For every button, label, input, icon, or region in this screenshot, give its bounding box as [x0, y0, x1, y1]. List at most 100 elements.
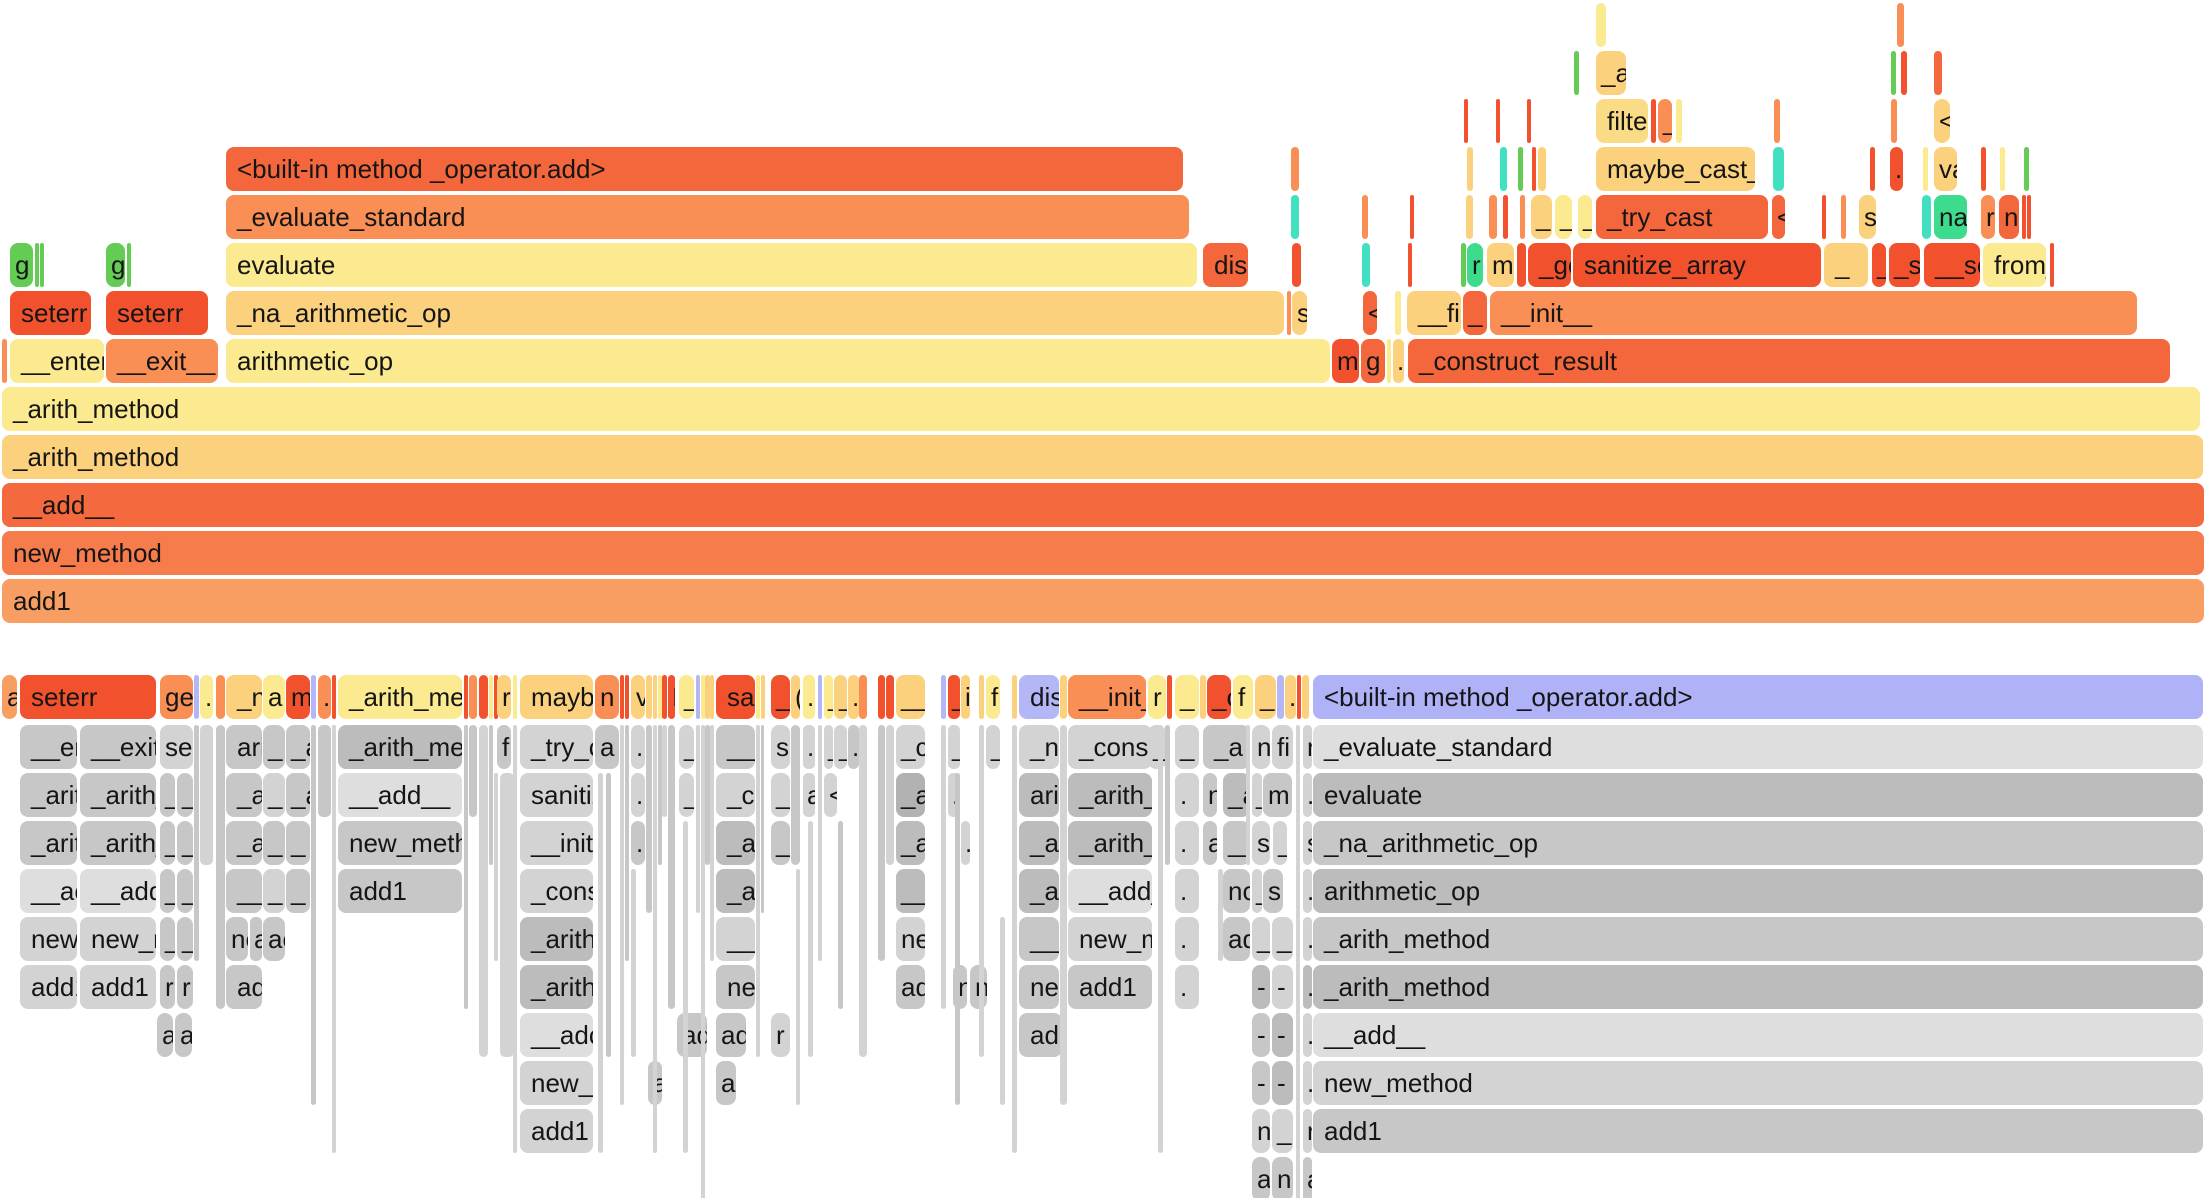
caller-cell-arithmetic_op[interactable]: arithmetic_op	[1313, 869, 2203, 913]
function-header-tick[interactable]: .	[318, 675, 331, 719]
frame-__enter__[interactable]: __enter__	[10, 339, 104, 383]
function-header-tick[interactable]	[625, 675, 629, 719]
function-header-tick[interactable]	[489, 675, 493, 719]
function-header-r[interactable]: r	[1148, 675, 1166, 719]
caller-cell-a[interactable]: a	[716, 1061, 736, 1105]
frame-tick[interactable]	[1891, 99, 1897, 143]
caller-cell-_a[interactable]: _a	[716, 869, 755, 913]
frame-tick[interactable]	[2, 339, 7, 383]
function-header-tick[interactable]	[194, 675, 199, 719]
caller-cell-m[interactable]: m	[1263, 773, 1292, 817]
frame-g[interactable]: g	[10, 243, 33, 287]
frame-tick[interactable]: .	[1890, 147, 1903, 191]
frame-m[interactable]: m	[1487, 243, 1514, 287]
function-header-tick[interactable]	[941, 675, 946, 719]
caller-cell-add1[interactable]: add1	[20, 965, 77, 1009]
caller-strip[interactable]	[513, 725, 517, 1153]
frame-va[interactable]: va	[1934, 147, 1957, 191]
function-header-built-in-method-_operator-add[interactable]: <built-in method _operator.add>	[1313, 675, 2203, 719]
frame-filter[interactable]: filter	[1596, 99, 1648, 143]
frame-maybe_cast_t[interactable]: maybe_cast_t	[1596, 147, 1755, 191]
caller-cell-tick[interactable]: .	[1303, 1013, 1312, 1057]
frame-tick[interactable]	[1870, 147, 1875, 191]
caller-cell-_arith[interactable]: _arith	[520, 917, 593, 961]
caller-strip[interactable]	[332, 725, 336, 1153]
function-header-tick[interactable]	[216, 675, 225, 719]
caller-cell-__add[interactable]: __add	[80, 869, 156, 913]
frame-tick[interactable]	[1822, 195, 1826, 239]
caller-cell-n[interactable]: n	[1272, 1157, 1293, 1198]
caller-cell-_ar[interactable]: _ar	[1019, 821, 1059, 865]
caller-cell-_[interactable]: _	[1252, 773, 1262, 817]
frame-seterr[interactable]: seterr	[10, 291, 91, 335]
function-header-_[interactable]: _	[771, 675, 790, 719]
function-header-a[interactable]: a	[263, 675, 285, 719]
caller-cell-tick[interactable]: .	[1303, 917, 1312, 961]
caller-cell-_arith_[interactable]: _arith_	[1068, 821, 1152, 865]
caller-cell-_arith_method[interactable]: _arith_method	[1313, 965, 2203, 1009]
function-header-tick[interactable]	[332, 675, 336, 719]
caller-cell-add[interactable]: add	[1019, 1013, 1062, 1057]
frame-tick[interactable]	[1395, 291, 1401, 335]
caller-cell-n[interactable]: n	[1252, 1109, 1270, 1153]
caller-cell-_na_arithmetic_op[interactable]: _na_arithmetic_op	[1313, 821, 2203, 865]
frame-add1[interactable]: add1	[2, 579, 2204, 623]
frame-__init__[interactable]: __init__	[1490, 291, 2137, 335]
caller-cell-r[interactable]: r	[177, 965, 193, 1009]
frame-from_[interactable]: from_	[1983, 243, 2046, 287]
caller-cell-_arith_me[interactable]: _arith_me	[338, 725, 462, 769]
caller-cell-new_r[interactable]: new_r	[80, 917, 156, 961]
caller-strip[interactable]	[710, 725, 714, 961]
frame-sanitize_array[interactable]: sanitize_array	[1573, 243, 1821, 287]
frame-tick[interactable]	[2024, 147, 2029, 191]
frame-_try_cast[interactable]: _try_cast	[1596, 195, 1768, 239]
function-header-tick[interactable]	[464, 675, 468, 719]
caller-cell-tick[interactable]: .	[1303, 869, 1312, 913]
function-header-tick[interactable]	[620, 675, 624, 719]
frame-tick[interactable]	[1291, 147, 1299, 191]
frame-tick[interactable]	[1518, 147, 1523, 191]
function-header-tick[interactable]: .	[803, 675, 815, 719]
caller-cell-_[interactable]: _	[263, 869, 285, 913]
frame-tick[interactable]	[1527, 99, 1531, 143]
caller-strip[interactable]	[631, 869, 636, 1057]
caller-cell-s[interactable]: s	[1263, 869, 1283, 913]
function-header-_[interactable]: _	[824, 675, 833, 719]
caller-cell-ad[interactable]: ad	[716, 1013, 746, 1057]
frame-_na_arithmetic_op[interactable]: _na_arithmetic_op	[226, 291, 1284, 335]
caller-cell-_na[interactable]: _na	[1019, 725, 1059, 769]
caller-cell-__ac[interactable]: __ac	[20, 869, 77, 913]
caller-cell-fi[interactable]: fi	[1272, 725, 1293, 769]
caller-cell-__[interactable]: __	[1223, 821, 1250, 865]
caller-cell-tick[interactable]: <	[824, 773, 837, 817]
caller-cell-_[interactable]: _	[1273, 821, 1287, 865]
caller-cell-tick[interactable]: .	[631, 773, 645, 817]
caller-cell-_[interactable]: _	[1252, 869, 1262, 913]
frame-disp[interactable]: disp	[1203, 243, 1248, 287]
caller-cell-tick[interactable]: .	[803, 725, 815, 769]
caller-strip[interactable]	[1218, 869, 1223, 961]
function-header-i[interactable]: I	[668, 675, 675, 719]
caller-strip[interactable]	[662, 725, 667, 817]
caller-strip[interactable]	[625, 725, 629, 961]
caller-cell-_[interactable]: _	[160, 773, 175, 817]
caller-cell-add1[interactable]: add1	[1313, 1109, 2203, 1153]
function-header-sa[interactable]: sa	[716, 675, 755, 719]
frame-__fi[interactable]: __fi	[1407, 291, 1461, 335]
frame-_[interactable]: _	[1531, 195, 1552, 239]
caller-cell-__init[interactable]: __init	[520, 821, 593, 865]
caller-cell-_ar[interactable]: _ar	[1019, 869, 1059, 913]
function-header-tick[interactable]	[513, 675, 517, 719]
frame-tick[interactable]: .	[1393, 339, 1404, 383]
caller-cell-_[interactable]: _	[771, 821, 790, 865]
frame-tick[interactable]	[1467, 147, 1473, 191]
caller-cell-_evaluate_standard[interactable]: _evaluate_standard	[1313, 725, 2203, 769]
function-header-f[interactable]: f	[986, 675, 1000, 719]
caller-strip[interactable]	[818, 725, 822, 961]
caller-cell-r[interactable]: r	[1303, 1109, 1312, 1153]
caller-cell-a[interactable]: a	[1203, 821, 1217, 865]
frame-tick[interactable]	[2022, 195, 2026, 239]
caller-cell-__add_[interactable]: __add_	[1068, 869, 1152, 913]
caller-cell-_[interactable]: _	[177, 773, 193, 817]
caller-cell-_[interactable]: _	[263, 821, 285, 865]
